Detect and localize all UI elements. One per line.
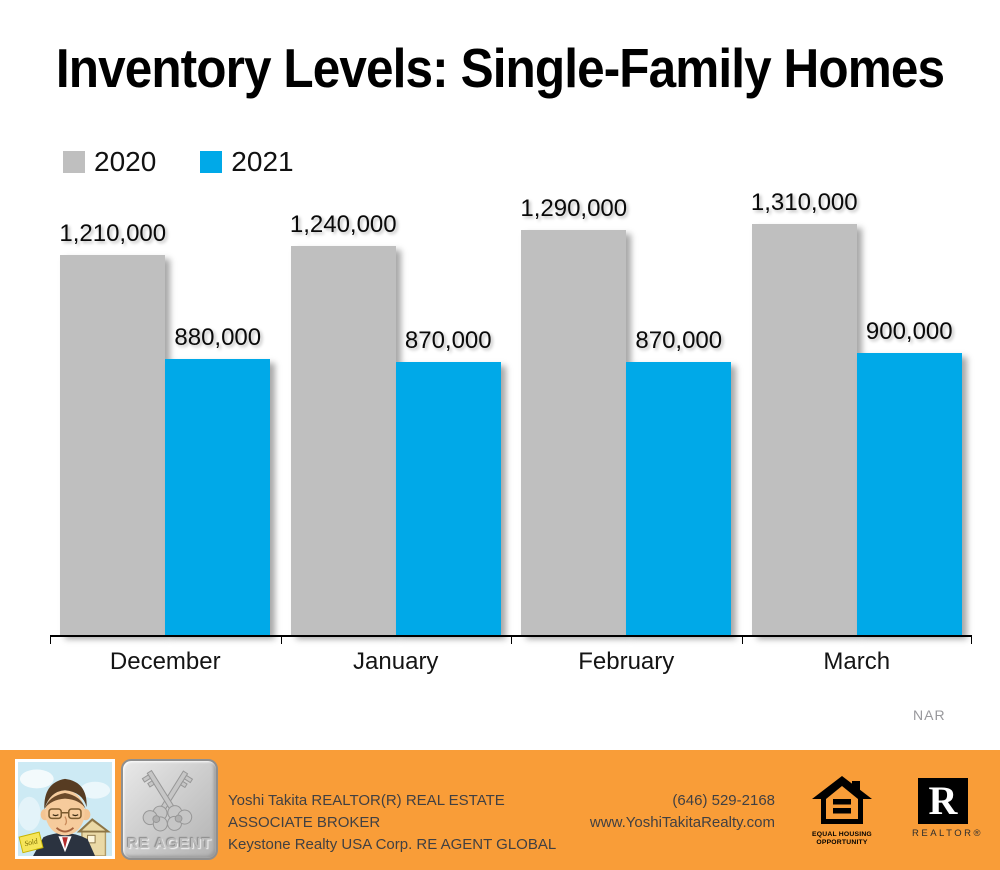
bar-2021: 880,000 [165, 324, 271, 635]
bar-2020: 1,290,000 [520, 195, 627, 635]
bar-2021: 870,000 [395, 327, 501, 635]
x-axis-tick [971, 635, 972, 644]
equal-housing-house-icon [812, 776, 872, 824]
agent-caricature-image: Sold [18, 762, 112, 856]
realtor-r-icon: R [918, 778, 968, 824]
agent-info: Yoshi Takita REALTOR(R) REAL ESTATE ASSO… [228, 790, 590, 856]
equal-housing-logo: EQUAL HOUSING OPPORTUNITY [808, 776, 876, 846]
x-axis-label-january: January [353, 648, 439, 675]
x-axis-tick [280, 635, 282, 644]
bar-groups: 1,210,000 880,000 1,240,000 870,000 1,290,00… [50, 189, 973, 635]
source-label: NAR [913, 707, 946, 723]
plot-area: 1,210,000 880,000 1,240,000 870,000 1,290,00… [50, 189, 973, 644]
legend-swatch-2020 [63, 151, 85, 173]
x-axis-labels: December January February March [50, 648, 972, 676]
bar-group: 1,290,000 870,000 [511, 195, 742, 635]
bar-group: 1,210,000 880,000 [50, 200, 281, 635]
x-axis-tick [50, 635, 51, 644]
bar-value-label: 1,210,000 [59, 220, 167, 247]
re-agent-badge: RE AGENT [121, 759, 218, 860]
chart-legend: 2020 2021 [63, 146, 294, 178]
legend-label-2020: 2020 [94, 146, 157, 177]
bar-value-label: 900,000 [865, 318, 953, 345]
x-axis-tick [511, 635, 512, 644]
bar-value-label: 1,290,000 [520, 195, 628, 222]
x-axis-label-february: February [578, 648, 675, 675]
bar-value-label: 1,310,000 [750, 189, 858, 216]
bar-group: 1,310,000 900,000 [742, 189, 973, 635]
bar-value-label: 1,240,000 [289, 211, 397, 238]
x-axis-label-march: March [823, 648, 891, 675]
legend-label-2021: 2021 [231, 146, 294, 177]
bar-2021: 900,000 [856, 318, 962, 635]
bar-2020: 1,240,000 [290, 211, 397, 635]
svg-text:Sold: Sold [23, 836, 38, 848]
bar-value-label: 870,000 [404, 327, 492, 354]
x-axis-label-december: December [109, 648, 221, 675]
contact-info: (646) 529-2168 www.YoshiTakitaRealty.com [590, 790, 775, 856]
bar-2020: 1,310,000 [751, 189, 858, 635]
legend-item-2020: 2020 [63, 146, 156, 178]
crossed-keys-icon [141, 769, 194, 832]
re-agent-badge-label: RE AGENT [127, 835, 212, 852]
agent-portrait: Sold [15, 759, 115, 859]
eho-text-line1: EQUAL HOUSING [812, 831, 872, 838]
agent-company-line: Keystone Realty USA Corp. RE AGENT GLOBA… [228, 836, 557, 853]
realtor-wordmark: REALTOR® [912, 828, 983, 839]
realtor-logo: R REALTOR® [912, 778, 983, 839]
eho-text-line2: OPPORTUNITY [816, 838, 868, 846]
legend-swatch-2021 [200, 151, 223, 173]
website-url: www.YoshiTakitaRealty.com [589, 814, 775, 831]
bar-group: 1,240,000 870,000 [281, 200, 512, 635]
bar-value-label: 870,000 [635, 327, 723, 354]
bar-2021: 870,000 [626, 327, 732, 635]
footer-banner: Sold [0, 750, 1000, 870]
bar-2020: 1,210,000 [59, 220, 166, 635]
phone-number: (646) 529-2168 [672, 792, 775, 809]
chart-title: Inventory Levels: Single-Family Homes [55, 37, 945, 99]
agent-name-line: Yoshi Takita REALTOR(R) REAL ESTATE ASSO… [228, 792, 505, 831]
bar-value-label: 880,000 [174, 324, 262, 351]
contact-block: Yoshi Takita REALTOR(R) REAL ESTATE ASSO… [228, 790, 775, 856]
legend-item-2021: 2021 [200, 146, 294, 178]
x-axis-tick [741, 635, 743, 644]
